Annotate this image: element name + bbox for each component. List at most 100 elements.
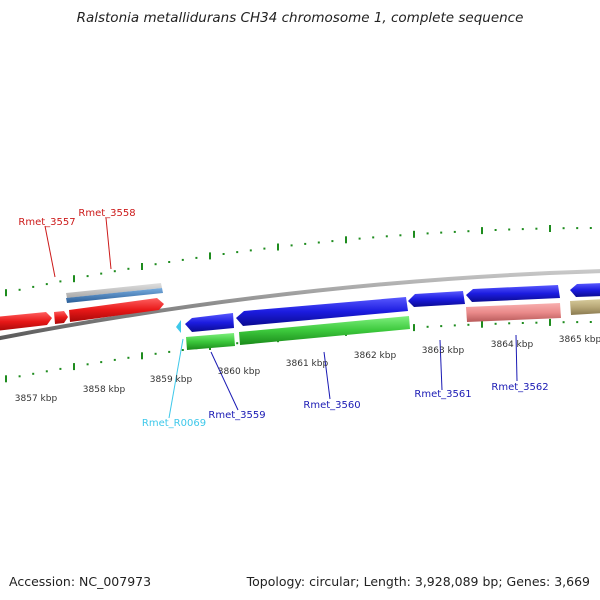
map-title: Ralstonia metallidurans CH34 chromosome …	[76, 10, 524, 26]
minor-tick	[59, 280, 62, 283]
steel-blue-feature[interactable]	[66, 288, 163, 303]
minor-tick	[467, 230, 470, 233]
minor-tick	[100, 272, 103, 275]
minor-tick	[440, 325, 443, 328]
gene-next-blue-arrow[interactable]	[570, 283, 600, 297]
major-tick	[73, 275, 75, 283]
major-tick	[413, 324, 415, 332]
gene-rmet-3560-arrow[interactable]	[236, 297, 408, 326]
minor-tick	[181, 349, 184, 351]
kbp-label: 3858 kbp	[83, 385, 126, 395]
gene-rmet-3559-arrow[interactable]	[185, 313, 234, 332]
minor-tick	[521, 228, 524, 231]
minor-tick	[467, 323, 470, 326]
trna-rmet-r0069-marker[interactable]	[176, 320, 181, 333]
kbp-label: 3859 kbp	[150, 375, 193, 385]
minor-tick	[236, 342, 239, 345]
minor-tick	[45, 283, 48, 286]
minor-tick	[494, 229, 497, 231]
kbp-label: 3861 kbp	[286, 359, 329, 369]
minor-tick	[508, 322, 511, 325]
gene-labels: Rmet_3557 Rmet_3558 Rmet_R0069 Rmet_3559…	[18, 208, 548, 429]
gene-rmet-3562-arrow[interactable]	[466, 285, 560, 302]
kbp-label: 3863 kbp	[422, 346, 465, 356]
gene-rmet-3560-green-bar[interactable]	[239, 316, 410, 345]
major-tick	[549, 225, 551, 232]
minor-tick	[453, 324, 456, 327]
minor-tick	[59, 367, 62, 370]
minor-tick	[589, 227, 592, 229]
gray-feature[interactable]	[66, 283, 162, 298]
minor-tick	[168, 261, 171, 263]
gene-rmet-3557-arrow[interactable]	[0, 312, 52, 331]
minor-tick	[127, 356, 130, 359]
minor-tick	[168, 350, 171, 353]
minor-tick	[508, 228, 511, 231]
minor-tick	[494, 322, 497, 325]
kbp-scale-labels: 3857 kbp 3858 kbp 3859 kbp 3860 kbp 3861…	[15, 335, 600, 404]
minor-tick	[113, 270, 116, 273]
upper-tick-track	[5, 225, 592, 297]
minor-tick	[304, 242, 307, 245]
minor-tick	[426, 325, 429, 328]
gene-label-rmet-3560[interactable]: Rmet_3560	[303, 400, 360, 411]
gene-rmet-3559-green-bar[interactable]	[186, 333, 235, 350]
gene-label-rmet-3557[interactable]: Rmet_3557	[18, 217, 75, 228]
minor-tick	[535, 321, 538, 324]
major-tick	[345, 236, 347, 244]
kbp-label: 3865 kbp	[559, 335, 600, 345]
minor-tick	[249, 249, 252, 252]
minor-tick	[426, 232, 429, 235]
sequence-summary-text: Topology: circular; Length: 3,928,089 bp…	[246, 574, 590, 589]
major-tick	[481, 227, 483, 235]
major-tick	[5, 375, 7, 383]
kbp-label: 3857 kbp	[15, 394, 58, 404]
minor-tick	[385, 235, 388, 238]
major-tick	[481, 320, 483, 328]
gene-label-rmet-3559[interactable]: Rmet_3559	[208, 410, 265, 421]
olive-feature-bar[interactable]	[570, 299, 600, 315]
minor-tick	[127, 267, 130, 270]
minor-tick	[113, 358, 116, 361]
gene-label-rmet-3562[interactable]: Rmet_3562	[491, 382, 548, 393]
minor-tick	[86, 363, 89, 366]
chromosome-backbone	[0, 269, 600, 341]
gene-label-rmet-3558[interactable]: Rmet_3558	[78, 208, 135, 219]
minor-tick	[154, 263, 157, 266]
minor-tick	[317, 241, 320, 244]
accession-text: Accession: NC_007973	[9, 574, 152, 589]
minor-tick	[86, 275, 89, 278]
minor-tick	[263, 247, 266, 250]
minor-tick	[562, 227, 565, 230]
kbp-label: 3860 kbp	[218, 367, 261, 377]
gene-label-rmet-r0069[interactable]: Rmet_R0069	[142, 418, 206, 429]
minor-tick	[181, 258, 184, 261]
minor-tick	[18, 288, 21, 291]
major-tick	[549, 318, 551, 326]
major-tick	[141, 263, 143, 270]
minor-tick	[222, 253, 225, 255]
major-tick	[209, 252, 211, 260]
minor-tick	[18, 375, 21, 378]
gene-label-rmet-3561[interactable]: Rmet_3561	[414, 389, 471, 400]
minor-tick	[562, 321, 565, 324]
gene-rmet-3558-arrow[interactable]	[69, 298, 164, 322]
minor-tick	[290, 244, 293, 247]
minor-tick	[440, 231, 443, 234]
major-tick	[73, 363, 75, 371]
major-tick	[141, 352, 143, 360]
gene-small-red-arrow[interactable]	[54, 311, 68, 324]
minor-tick	[100, 361, 103, 364]
gene-rmet-3561-arrow[interactable]	[408, 291, 465, 307]
minor-tick	[399, 234, 402, 237]
major-tick	[5, 289, 7, 297]
minor-tick	[45, 370, 48, 373]
minor-tick	[521, 322, 524, 324]
kbp-label: 3862 kbp	[354, 351, 397, 361]
minor-tick	[358, 237, 361, 240]
minor-tick	[195, 256, 198, 259]
minor-tick	[331, 240, 334, 243]
minor-tick	[535, 227, 538, 230]
gene-rmet-3562-pink-bar[interactable]	[466, 303, 561, 322]
